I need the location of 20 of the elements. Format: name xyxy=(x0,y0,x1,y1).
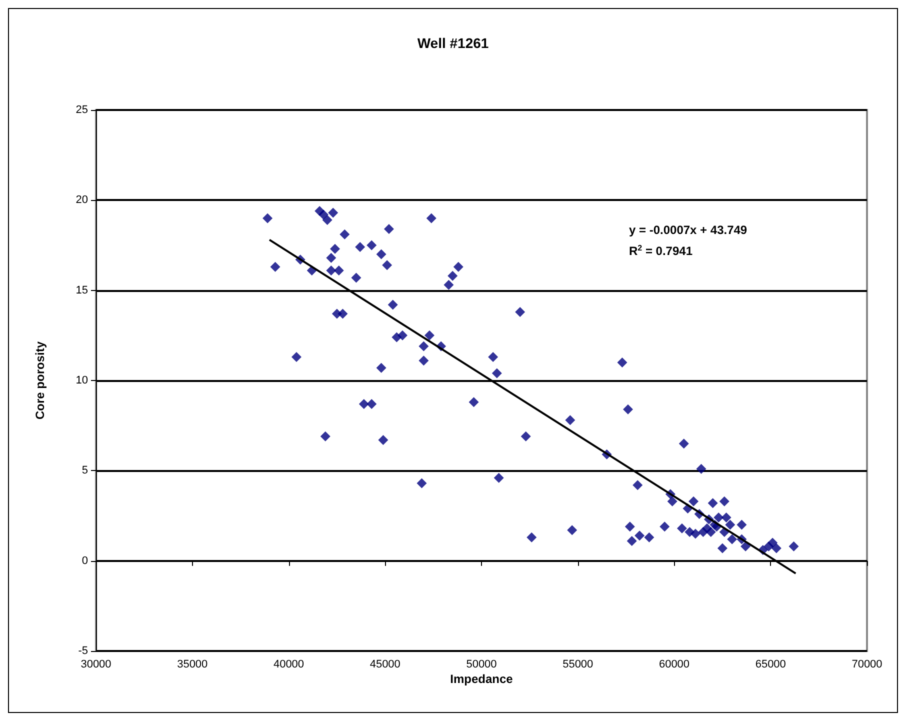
x-axis-title: Impedance xyxy=(450,672,514,686)
x-tick-label: 30000 xyxy=(80,658,112,670)
x-tick-label: 60000 xyxy=(658,658,690,670)
x-tick-label: 55000 xyxy=(562,658,594,670)
annotation: y = -0.0007x + 43.749 xyxy=(629,223,748,237)
x-tick-label: 45000 xyxy=(370,658,400,670)
y-tick-label: -5 xyxy=(78,645,88,657)
y-tick-label: 5 xyxy=(82,464,88,477)
x-tick-label: 35000 xyxy=(177,658,208,670)
y-tick-label: 10 xyxy=(76,374,88,386)
x-tick-label: 40000 xyxy=(273,658,304,670)
y-tick-label: 25 xyxy=(76,104,88,116)
chart-title: Well #1261 xyxy=(417,35,489,51)
y-tick-label: 15 xyxy=(76,284,88,296)
y-tick-label: 0 xyxy=(82,554,88,567)
x-tick-label: 65000 xyxy=(755,658,786,670)
x-tick-label: 70000 xyxy=(852,658,882,670)
y-tick-label: 20 xyxy=(76,194,88,206)
x-tick-label: 50000 xyxy=(466,658,497,670)
y-axis-title: Core porosity xyxy=(33,341,47,420)
